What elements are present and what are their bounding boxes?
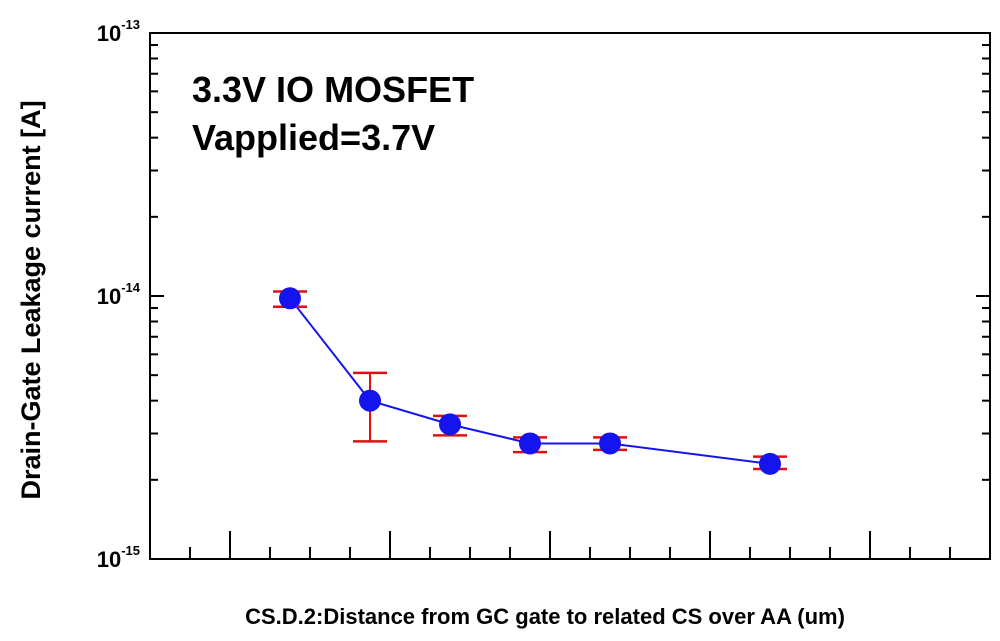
plot-frame: [149, 32, 991, 560]
data-point: [519, 432, 541, 455]
data-point: [599, 432, 621, 455]
y-axis-label: Drain-Gate Leakage current [A]: [16, 100, 46, 499]
ticks: 10-13 10-14 10-15: [97, 17, 990, 572]
axes: [149, 32, 991, 560]
x-axis-label: CS.D.2:Distance from GC gate to related …: [245, 604, 845, 629]
data-point: [439, 413, 461, 436]
data-point: [359, 389, 381, 412]
y-tick-label: 10-13: [97, 17, 140, 46]
series-line: [289, 297, 771, 465]
annotation-voltage: Vapplied=3.7V: [192, 117, 435, 158]
y-tick-label: 10-14: [97, 280, 141, 309]
data-point: [279, 287, 301, 310]
annotation-device: 3.3V IO MOSFET: [192, 69, 474, 110]
data-point: [759, 452, 781, 475]
y-tick-label: 10-15: [97, 543, 140, 572]
series: [273, 287, 787, 475]
